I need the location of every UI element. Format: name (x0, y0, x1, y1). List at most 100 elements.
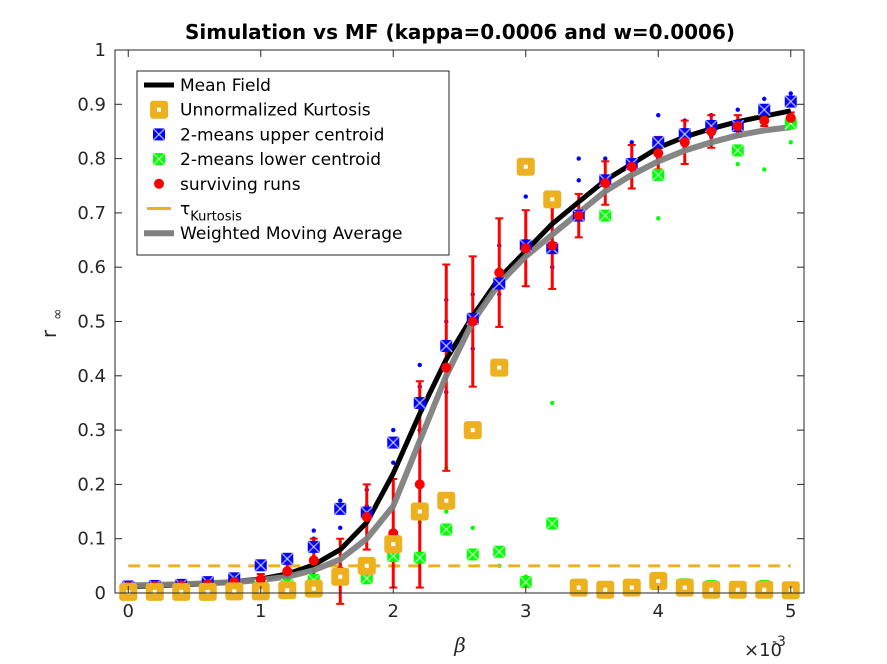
upper-centroid-marker-cross (439, 339, 453, 353)
run-dot (576, 156, 581, 161)
upper-centroid-marker-cross (678, 127, 692, 141)
surviving-run-marker (414, 479, 425, 490)
y-tick-label: 0.5 (77, 312, 106, 333)
upper-centroid-marker (492, 276, 506, 291)
surviving-run-marker (520, 243, 531, 254)
run-dot (391, 427, 396, 433)
lower-centroid-marker (519, 575, 533, 589)
kurtosis-marker-center (232, 589, 237, 594)
legend-label: Mean Field (180, 76, 271, 96)
y-tick-label: 0.9 (77, 94, 106, 115)
upper-centroid-marker (333, 502, 347, 516)
surviving-run-marker (282, 566, 293, 577)
legend-label-subscript: Kurtosis (190, 210, 242, 225)
kurtosis-marker (596, 580, 615, 599)
surviving-run-marker (573, 210, 584, 221)
run-dot (656, 216, 661, 221)
run-dot (788, 91, 793, 96)
legend-entry: Weighted Moving Average (144, 224, 403, 244)
upper-centroid-marker (307, 540, 321, 554)
upper-centroid-marker (757, 103, 771, 117)
run-dot (470, 525, 475, 531)
x-tick-label: 1 (255, 601, 266, 622)
lower-centroid-marker (598, 209, 612, 223)
surviving-run-marker (361, 511, 372, 522)
y-tick-label: 0.2 (77, 474, 106, 495)
lower-centroid-marker (492, 545, 506, 559)
kurtosis-marker (304, 579, 323, 598)
surviving-run-marker (653, 148, 664, 159)
kurtosis-marker-center (470, 428, 475, 433)
kurtosis-marker-center (205, 589, 210, 594)
surviving-run-marker (759, 115, 770, 126)
kurtosis-marker-center (682, 585, 687, 590)
x-tick-label: 0 (123, 601, 134, 622)
y-tick-label: 0.6 (77, 257, 106, 278)
surviving-run-marker (255, 574, 266, 585)
upper-centroid-marker-cross (280, 552, 294, 566)
kurtosis-marker-center (656, 579, 661, 584)
upper-centroid-marker (386, 436, 400, 450)
legend-square-icon (150, 100, 168, 119)
kurtosis-marker-center (417, 509, 422, 514)
run-dot (629, 140, 634, 145)
lower-centroid-marker-cross (413, 551, 427, 565)
surviving-run-marker (600, 178, 611, 189)
lower-centroid-marker-cross (545, 516, 559, 531)
kurtosis-marker (543, 190, 562, 209)
kurtosis-marker-center (762, 587, 767, 592)
lower-centroid-marker-cross (492, 545, 506, 559)
run-dot (444, 509, 449, 514)
upper-centroid-marker-cross (254, 558, 268, 572)
legend-marker-icon-cross (152, 152, 166, 166)
legend-entry: Unnormalized Kurtosis (150, 100, 371, 121)
y-tick-label: 1 (95, 40, 106, 61)
y-axis-label-subscript: ∞ (50, 308, 66, 320)
surviving-run-marker (547, 240, 558, 251)
y-axis-label: r (37, 329, 61, 338)
run-dot (550, 400, 555, 406)
upper-centroid-marker (280, 552, 294, 566)
kurtosis-marker-center (735, 587, 740, 592)
run-dot (523, 194, 528, 199)
x-exponent-base: ×10 (744, 640, 782, 661)
upper-centroid-marker-cross (386, 436, 400, 450)
x-tick-label: 4 (653, 601, 664, 622)
kurtosis-marker-center (311, 586, 316, 591)
lower-centroid-marker-cross (731, 143, 745, 157)
x-exponent-power: -3 (772, 634, 786, 650)
kurtosis-marker (437, 491, 456, 510)
run-dot (788, 140, 793, 145)
legend-label: 2-means lower centroid (180, 150, 381, 170)
kurtosis-marker (649, 572, 668, 591)
kurtosis-marker-center (444, 498, 449, 503)
y-axis-label-group: r ∞ (37, 308, 66, 338)
upper-centroid-marker (413, 396, 427, 410)
legend-marker-icon-cross (152, 127, 166, 141)
run-dot (762, 167, 767, 172)
upper-centroid-marker (439, 339, 453, 353)
kurtosis-marker-center (603, 587, 608, 592)
x-tick-label: 2 (388, 601, 399, 622)
kurtosis-marker (622, 578, 641, 597)
kurtosis-marker (728, 580, 747, 599)
surviving-run-marker (467, 316, 478, 327)
plot-area (119, 91, 800, 605)
lower-centroid-marker (731, 143, 745, 157)
kurtosis-marker-center (629, 585, 634, 590)
kurtosis-marker (145, 582, 164, 601)
run-dot (391, 460, 396, 465)
legend-dot-icon (154, 178, 164, 189)
kurtosis-marker (490, 358, 509, 377)
legend-entry: 2-means lower centroid (152, 150, 381, 170)
legend-label: surviving runs (180, 175, 301, 195)
upper-centroid-marker (678, 127, 692, 141)
y-tick-label: 0.7 (77, 203, 106, 224)
run-dot (603, 156, 608, 161)
upper-centroid-marker-cross (333, 502, 347, 516)
y-tick-label: 0.1 (77, 529, 106, 550)
upper-centroid-marker-cross (307, 540, 321, 554)
x-axis-label: β (453, 633, 466, 657)
kurtosis-marker (675, 578, 694, 597)
